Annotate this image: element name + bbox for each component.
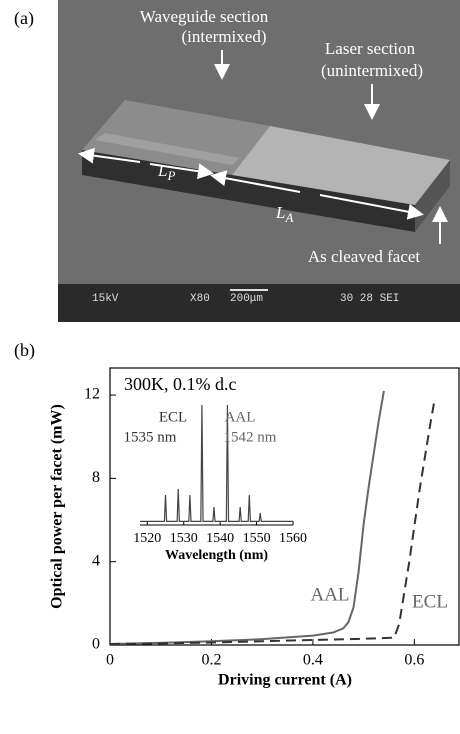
panel-label: (b) [14,340,35,361]
figure: (a) Waveguide section (intermixed) Laser… [0,0,460,734]
subscript: P [166,168,175,183]
peak-label: 1542 nm [224,429,277,445]
x-axis-label: Wavelength (nm) [165,548,268,563]
sem-text: 30 28 SEI [340,293,399,305]
y-tick-label: 4 [92,552,100,569]
label: Laser section [325,39,416,58]
y-tick-label: 12 [84,386,100,403]
sem-text: 15kV [92,293,119,305]
y-axis-label: Optical power per facet (mW) [49,404,66,609]
x-tick-label: 1560 [279,531,307,546]
y-tick-label: 8 [92,469,100,486]
x-tick-label: 0.4 [303,652,323,669]
label: Waveguide section [140,7,269,26]
x-axis-label: Driving current (A) [218,672,352,689]
x-tick-label: 1530 [170,531,198,546]
x-tick-label: 1520 [133,531,161,546]
label: (intermixed) [182,27,267,46]
peak-label: AAL [225,409,256,425]
x-tick-label: 0.6 [404,652,424,669]
series-label: AAL [310,584,349,605]
x-tick-label: 1540 [206,531,234,546]
subscript: A [284,210,293,225]
y-tick-label: 0 [92,636,100,653]
peak-label: ECL [159,409,187,425]
label: As cleaved facet [308,247,421,266]
sem-text: X80 [190,293,210,305]
plot: 0 4 8 12 Optical power per facet (mW) 300K, 0… [49,368,459,689]
symbol: L [157,161,167,180]
panel-label: (a) [14,8,34,29]
x-tick-label: 0.2 [201,652,221,669]
peak-label: 1535 nm [124,429,177,445]
x-tick-label: 1550 [243,531,271,546]
x-tick-label: 0 [106,652,114,669]
label: (unintermixed) [321,61,423,80]
sem-text: 200μm [230,293,263,305]
series-label: ECL [412,591,448,612]
annotation: 300K, 0.1% d.c [124,374,236,394]
symbol: L [275,203,285,222]
page: (a) Waveguide section (intermixed) Laser… [0,0,460,734]
